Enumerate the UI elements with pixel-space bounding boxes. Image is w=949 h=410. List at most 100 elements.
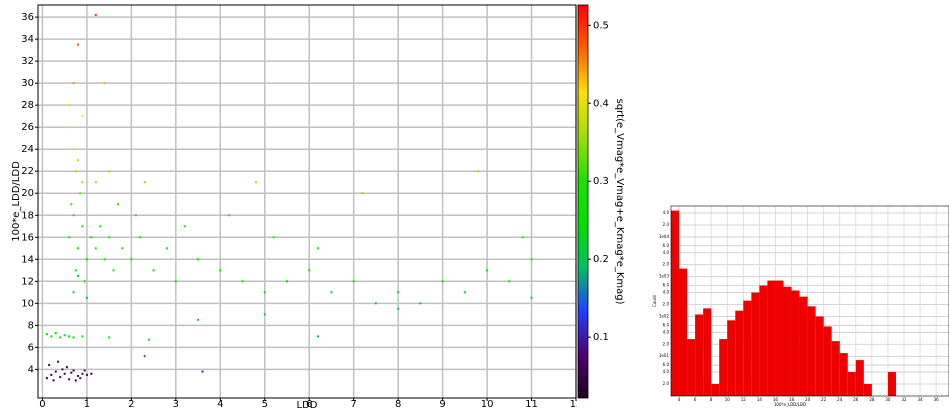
bar [815, 316, 824, 396]
point [90, 372, 93, 375]
x-tick-label: 5 [262, 399, 268, 410]
point [94, 247, 97, 250]
y-tick-label: 1e03 [659, 274, 670, 279]
x-tick-label: 7 [350, 399, 356, 410]
point [219, 269, 222, 272]
point [352, 280, 355, 283]
point [148, 338, 151, 341]
point [139, 236, 142, 239]
point [143, 355, 146, 358]
x-tick-label: 6 [306, 399, 312, 410]
x-tick-label: 6 [694, 397, 697, 402]
point [83, 280, 86, 283]
point [72, 336, 75, 339]
point [152, 269, 155, 272]
point [59, 376, 62, 379]
x-tick-label: 4 [678, 397, 681, 402]
x-tick-label: 30 [885, 397, 891, 402]
point [72, 148, 75, 151]
bar [767, 280, 776, 396]
bar [823, 326, 832, 396]
x-tick-label: 8 [710, 397, 713, 402]
point [85, 296, 88, 299]
y-tick-label: 30 [21, 78, 34, 89]
point [397, 291, 400, 294]
y-tick-label: 2.0 [663, 222, 670, 227]
point [68, 236, 71, 239]
point [94, 13, 97, 16]
bar [743, 300, 752, 396]
x-tick-label: 9 [439, 399, 445, 410]
y-tick-label: 16 [21, 232, 34, 243]
y-tick-label: 6.0 [663, 243, 670, 248]
point [65, 366, 68, 369]
colorbar-tick-label: 0.2 [593, 254, 609, 265]
plot-area [38, 5, 576, 398]
point [50, 373, 53, 376]
point [308, 269, 311, 272]
bar [711, 384, 720, 396]
bar [735, 310, 744, 396]
bar [719, 339, 728, 396]
point [74, 269, 77, 272]
point [330, 291, 333, 294]
y-tick-label: 4.0 [663, 210, 670, 215]
bar [847, 372, 856, 396]
colorbar-tick-label: 0.3 [593, 176, 609, 187]
point [361, 192, 364, 195]
point [374, 302, 377, 305]
point [85, 258, 88, 261]
x-tick-label: 4 [217, 399, 223, 410]
y-axis-label: 100*e_LDD/LDD [11, 161, 22, 242]
y-tick-label: 18 [21, 210, 34, 221]
x-tick-label: 8 [395, 399, 401, 410]
y-tick-label: 12 [21, 276, 34, 287]
point [441, 280, 444, 283]
point [52, 379, 55, 382]
point [143, 181, 146, 184]
y-tick-label: 6 [28, 342, 34, 353]
point [45, 377, 48, 380]
point [521, 236, 524, 239]
x-axis-label: LDD [297, 400, 318, 410]
x-tick-label: 32 [901, 397, 907, 402]
point [83, 369, 86, 372]
point [508, 280, 511, 283]
point [530, 296, 533, 299]
y-tick-label: 14 [21, 254, 34, 265]
point [463, 291, 466, 294]
x-tick-label: 10 [725, 397, 731, 402]
colorbar-tick-label: 0.5 [593, 20, 609, 31]
point [72, 291, 75, 294]
y-tick-label: 6.0 [663, 283, 670, 288]
x-tick-label: 20 [805, 397, 811, 402]
point [59, 336, 62, 339]
y-tick-label: 6.0 [663, 322, 670, 327]
point [81, 181, 84, 184]
x-tick-label: 12 [570, 399, 583, 410]
point [81, 115, 84, 118]
point [263, 313, 266, 316]
bar [791, 290, 800, 396]
point [57, 360, 60, 363]
point [54, 370, 57, 373]
point [90, 236, 93, 239]
point [174, 280, 177, 283]
point [54, 332, 57, 335]
point [112, 269, 115, 272]
y-tick-label: 2.0 [663, 262, 670, 267]
point [397, 307, 400, 310]
point [77, 43, 80, 46]
y-axis-label: Count [652, 295, 657, 307]
point [81, 225, 84, 228]
bar [887, 372, 896, 396]
y-tick-label: 4 [28, 364, 34, 375]
y-tick-label: 4.0 [663, 369, 670, 374]
bar [703, 308, 712, 396]
colorbar-tick-label: 0.4 [593, 98, 609, 109]
point [272, 236, 275, 239]
colorbar [577, 4, 589, 399]
plot-frame [37, 4, 577, 399]
y-tick-label: 2.0 [663, 302, 670, 307]
